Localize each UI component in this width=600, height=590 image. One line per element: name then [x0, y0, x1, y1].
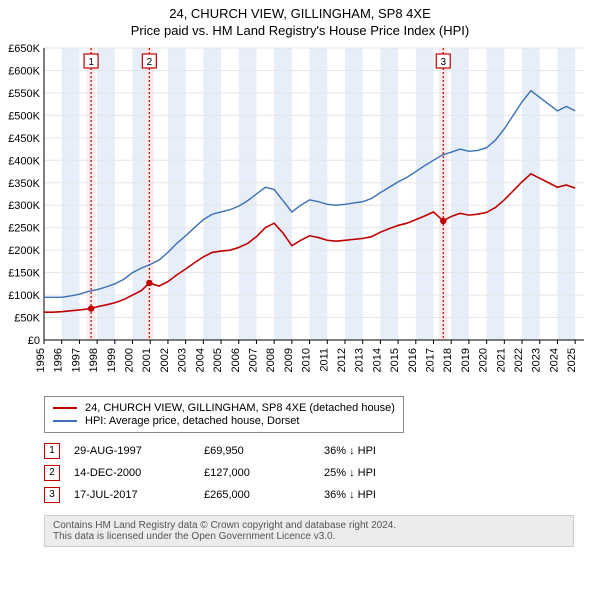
svg-text:2003: 2003 — [177, 348, 189, 372]
event-marker: 2 — [44, 465, 60, 481]
event-delta: 36% ↓ HPI — [324, 489, 376, 501]
svg-text:2020: 2020 — [478, 348, 490, 372]
svg-text:1996: 1996 — [53, 348, 65, 372]
svg-text:2007: 2007 — [247, 348, 259, 372]
svg-text:£500K: £500K — [8, 110, 40, 122]
svg-text:£300K: £300K — [8, 200, 40, 212]
event-marker: 1 — [44, 443, 60, 459]
event-delta: 36% ↓ HPI — [324, 445, 376, 457]
svg-text:2018: 2018 — [442, 348, 454, 372]
footer-line2: This data is licensed under the Open Gov… — [53, 531, 565, 542]
svg-text:£0: £0 — [28, 335, 40, 347]
event-row: 2 14-DEC-2000£127,00025% ↓ HPI — [44, 465, 600, 481]
svg-text:£400K: £400K — [8, 155, 40, 167]
chart: £0 £50K £100K £150K £200K £250K £300K £350K £400… — [0, 38, 600, 388]
svg-text:2019: 2019 — [460, 348, 472, 372]
svg-text:£50K: £50K — [14, 313, 40, 325]
event-price: £265,000 — [204, 489, 324, 501]
svg-text:2012: 2012 — [336, 348, 348, 372]
svg-text:£600K: £600K — [8, 65, 40, 77]
svg-text:1997: 1997 — [70, 348, 82, 372]
svg-text:1999: 1999 — [106, 348, 118, 372]
svg-text:2017: 2017 — [425, 348, 437, 372]
legend-label: 24, CHURCH VIEW, GILLINGHAM, SP8 4XE (de… — [85, 402, 395, 414]
legend-item: 24, CHURCH VIEW, GILLINGHAM, SP8 4XE (de… — [53, 402, 395, 414]
page-subtitle: Price paid vs. HM Land Registry's House … — [0, 23, 600, 38]
legend: 24, CHURCH VIEW, GILLINGHAM, SP8 4XE (de… — [44, 396, 404, 433]
svg-text:2016: 2016 — [407, 348, 419, 372]
svg-text:2025: 2025 — [566, 348, 578, 372]
svg-text:2000: 2000 — [124, 348, 136, 372]
legend-item: HPI: Average price, detached house, Dors… — [53, 415, 395, 427]
svg-text:£350K: £350K — [8, 178, 40, 190]
svg-text:2021: 2021 — [495, 348, 507, 372]
svg-text:£100K: £100K — [8, 290, 40, 302]
svg-text:£250K: £250K — [8, 223, 40, 235]
svg-text:£150K: £150K — [8, 268, 40, 280]
svg-text:£550K: £550K — [8, 88, 40, 100]
svg-text:3: 3 — [440, 57, 446, 68]
svg-text:2006: 2006 — [230, 348, 242, 372]
event-date: 14-DEC-2000 — [74, 467, 204, 479]
svg-text:2002: 2002 — [159, 348, 171, 372]
footer-line1: Contains HM Land Registry data © Crown c… — [53, 520, 565, 531]
event-date: 17-JUL-2017 — [74, 489, 204, 501]
svg-text:2015: 2015 — [389, 348, 401, 372]
svg-text:£650K: £650K — [8, 43, 40, 55]
svg-text:2022: 2022 — [513, 348, 525, 372]
footer-attribution: Contains HM Land Registry data © Crown c… — [44, 515, 574, 547]
legend-swatch — [53, 407, 77, 409]
svg-text:£200K: £200K — [8, 245, 40, 257]
svg-text:2004: 2004 — [194, 348, 206, 372]
event-delta: 25% ↓ HPI — [324, 467, 376, 479]
svg-text:2008: 2008 — [265, 348, 277, 372]
svg-text:1: 1 — [88, 57, 94, 68]
svg-text:2023: 2023 — [531, 348, 543, 372]
svg-text:2011: 2011 — [318, 348, 330, 372]
page-title: 24, CHURCH VIEW, GILLINGHAM, SP8 4XE — [0, 6, 600, 21]
event-row: 1 29-AUG-1997£69,95036% ↓ HPI — [44, 443, 600, 459]
svg-text:£450K: £450K — [8, 133, 40, 145]
svg-text:2024: 2024 — [548, 348, 560, 372]
svg-text:2: 2 — [147, 57, 153, 68]
events-table: 129-AUG-1997£69,95036% ↓ HPI214-DEC-2000… — [44, 443, 600, 503]
legend-label: HPI: Average price, detached house, Dors… — [85, 415, 299, 427]
svg-text:2009: 2009 — [283, 348, 295, 372]
chart-svg: £0 £50K £100K £150K £200K £250K £300K £350K £400… — [0, 38, 600, 388]
legend-swatch — [53, 420, 77, 422]
svg-text:1998: 1998 — [88, 348, 100, 372]
svg-text:2013: 2013 — [354, 348, 366, 372]
event-price: £69,950 — [204, 445, 324, 457]
event-row: 3 17-JUL-2017£265,00036% ↓ HPI — [44, 487, 600, 503]
event-marker: 3 — [44, 487, 60, 503]
event-date: 29-AUG-1997 — [74, 445, 204, 457]
event-price: £127,000 — [204, 467, 324, 479]
svg-text:2010: 2010 — [301, 348, 313, 372]
svg-text:2001: 2001 — [141, 348, 153, 372]
svg-text:2005: 2005 — [212, 348, 224, 372]
svg-text:1995: 1995 — [35, 348, 47, 372]
svg-text:2014: 2014 — [371, 348, 383, 372]
